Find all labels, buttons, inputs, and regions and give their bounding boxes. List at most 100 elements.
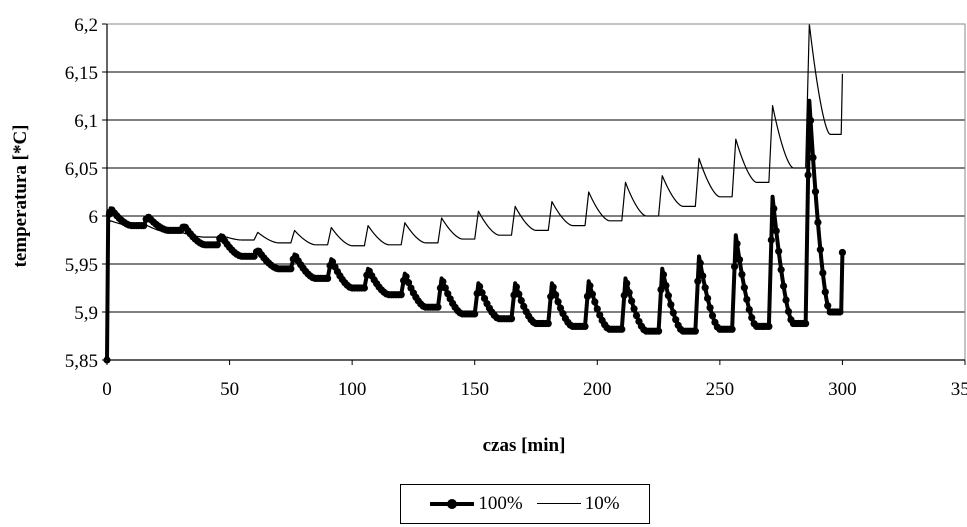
data-point bbox=[806, 116, 815, 125]
y-tick-label: 5,95 bbox=[65, 255, 98, 276]
data-point bbox=[699, 272, 707, 280]
data-point bbox=[748, 314, 756, 322]
data-point bbox=[625, 288, 633, 297]
data-point bbox=[728, 325, 736, 333]
data-point bbox=[836, 308, 844, 316]
y-axis-title: temperatura [*C] bbox=[10, 125, 31, 268]
y-tick-label: 6,2 bbox=[74, 15, 98, 36]
x-tick-label: 0 bbox=[102, 379, 112, 400]
data-point bbox=[552, 291, 560, 299]
data-point bbox=[706, 304, 714, 312]
legend-label: 10% bbox=[584, 493, 620, 514]
y-tick-label: 5,85 bbox=[65, 351, 98, 372]
data-point bbox=[360, 284, 368, 292]
y-tick-label: 6 bbox=[89, 207, 99, 228]
x-tick-label: 350 bbox=[951, 379, 967, 400]
data-point bbox=[593, 305, 601, 313]
data-point bbox=[772, 227, 780, 235]
data-point bbox=[659, 271, 668, 279]
series-lines bbox=[103, 23, 847, 364]
x-tick-label: 150 bbox=[460, 379, 489, 400]
legend-label: 100% bbox=[478, 493, 523, 514]
data-point bbox=[743, 295, 751, 304]
data-point bbox=[591, 298, 599, 306]
data-point bbox=[733, 240, 741, 248]
data-point bbox=[632, 312, 641, 320]
legend: 100% 10% bbox=[400, 484, 650, 524]
data-point bbox=[623, 279, 631, 287]
axes bbox=[102, 23, 966, 365]
data-point bbox=[478, 289, 486, 297]
x-tick-label: 50 bbox=[220, 379, 239, 400]
data-point bbox=[694, 277, 702, 285]
legend-item-10: 10% bbox=[536, 493, 620, 515]
data-point bbox=[824, 302, 832, 310]
data-point bbox=[809, 153, 817, 162]
data-point bbox=[476, 282, 484, 291]
data-point bbox=[588, 290, 596, 298]
x-tick-label: 300 bbox=[828, 379, 857, 400]
data-point bbox=[544, 319, 552, 328]
series-line bbox=[105, 98, 845, 361]
data-point bbox=[782, 296, 790, 304]
data-point bbox=[434, 303, 442, 311]
data-point bbox=[441, 284, 449, 292]
data-point bbox=[628, 297, 636, 305]
data-point bbox=[779, 282, 788, 290]
y-tick-label: 6,05 bbox=[65, 159, 98, 180]
data-point bbox=[740, 284, 748, 292]
data-point bbox=[691, 327, 699, 335]
data-point bbox=[556, 304, 565, 312]
data-point bbox=[654, 327, 663, 335]
legend-swatch-thin-line-icon bbox=[536, 499, 581, 509]
x-tick-label: 200 bbox=[583, 379, 612, 400]
data-point bbox=[735, 256, 744, 264]
data-point bbox=[802, 319, 810, 328]
data-point bbox=[765, 322, 773, 330]
y-tick-label: 6,1 bbox=[74, 111, 98, 132]
data-point bbox=[471, 310, 479, 318]
data-point bbox=[657, 286, 665, 294]
data-point bbox=[618, 325, 626, 333]
data-point bbox=[324, 274, 332, 282]
data-point bbox=[404, 279, 413, 287]
data-point bbox=[784, 307, 793, 316]
data-point bbox=[701, 284, 709, 292]
x-axis-title: czas [min] bbox=[483, 435, 566, 456]
data-point bbox=[664, 292, 672, 300]
data-point bbox=[738, 270, 746, 279]
data-point bbox=[402, 273, 410, 281]
data-point bbox=[630, 305, 638, 313]
data-point bbox=[777, 266, 785, 274]
data-point bbox=[662, 281, 670, 290]
y-tick-label: 6,15 bbox=[65, 63, 98, 84]
data-point bbox=[838, 248, 847, 257]
data-point bbox=[515, 290, 523, 298]
data-point bbox=[804, 171, 812, 179]
data-point bbox=[816, 246, 824, 254]
x-tick-labels: 0 50 100 150 200 250 300 350 bbox=[102, 379, 967, 400]
data-point bbox=[397, 291, 405, 299]
gridlines bbox=[107, 23, 965, 313]
data-point bbox=[730, 262, 739, 271]
data-point bbox=[672, 316, 680, 324]
data-point bbox=[821, 288, 829, 296]
data-point bbox=[708, 312, 717, 320]
data-point bbox=[549, 283, 557, 291]
data-point bbox=[669, 309, 677, 317]
data-point bbox=[439, 278, 447, 286]
x-tick-label: 250 bbox=[706, 379, 735, 400]
data-point bbox=[213, 241, 221, 249]
data-point bbox=[512, 283, 520, 291]
data-point bbox=[811, 188, 820, 196]
data-point bbox=[517, 296, 525, 305]
data-point bbox=[745, 305, 753, 314]
data-point bbox=[775, 247, 783, 255]
data-point bbox=[667, 301, 675, 309]
y-tick-labels: 5,85 5,9 5,95 6 6,05 6,1 6,15 6,2 bbox=[65, 15, 98, 372]
legend-swatch-thick-dot-icon bbox=[430, 499, 475, 509]
legend-item-100: 100% bbox=[430, 493, 523, 515]
data-point bbox=[767, 236, 775, 244]
data-point bbox=[704, 294, 712, 302]
